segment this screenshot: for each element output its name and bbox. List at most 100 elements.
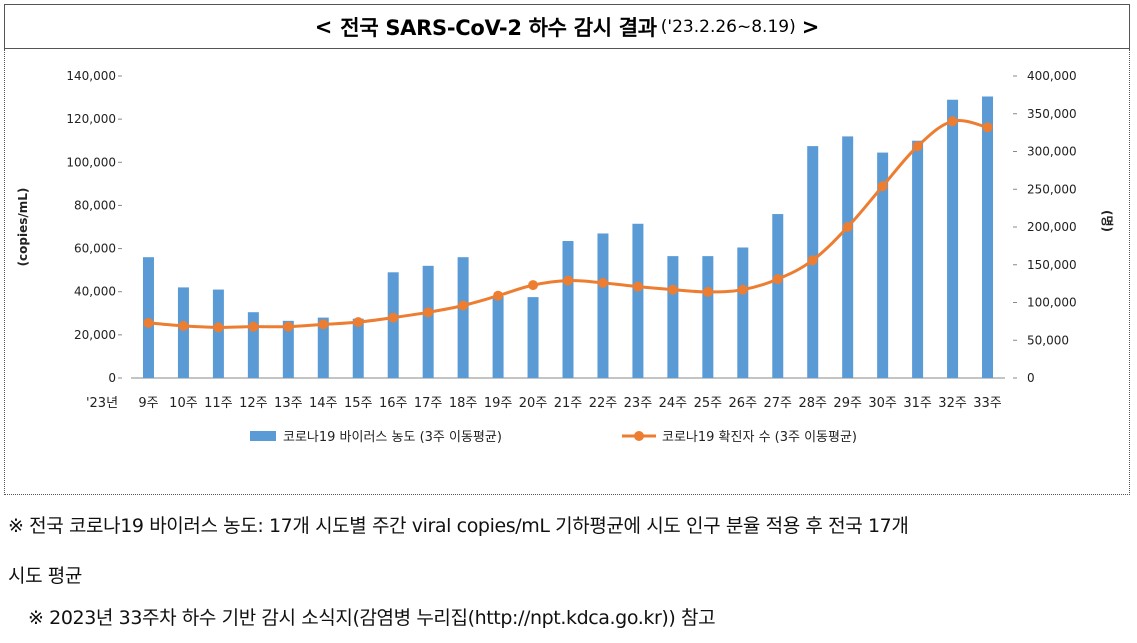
bar-23주 bbox=[632, 223, 644, 378]
x-tick-label: 10주 bbox=[169, 396, 198, 411]
line-point-11주 bbox=[213, 322, 224, 333]
x-tick-label: 13주 bbox=[274, 396, 303, 411]
y-right-tick-label: 350,000 bbox=[1027, 107, 1077, 121]
line-point-20주 bbox=[528, 280, 539, 291]
y-right-tick-label: 200,000 bbox=[1027, 220, 1077, 234]
x-tick-label: 21주 bbox=[554, 396, 583, 411]
bar-17주 bbox=[422, 265, 434, 378]
legend-bar-label: 코로나19 바이러스 농도 (3주 이동평균) bbox=[283, 430, 502, 445]
x-tick-label: 12주 bbox=[239, 396, 268, 411]
line-point-14주 bbox=[318, 319, 329, 330]
line-point-15주 bbox=[353, 317, 364, 328]
line-point-27주 bbox=[772, 274, 783, 285]
y-right-tick-label: 100,000 bbox=[1027, 296, 1077, 310]
y-left-tick-label: 120,000 bbox=[66, 112, 116, 126]
x-tick-label: 30주 bbox=[868, 396, 897, 411]
x-tick-label: 9주 bbox=[138, 396, 158, 411]
x-tick-label: 25주 bbox=[694, 396, 723, 411]
bar-16주 bbox=[387, 272, 399, 378]
bar-20주 bbox=[527, 297, 539, 378]
y-left-tick-label: 140,000 bbox=[66, 69, 116, 83]
y-right-tick-label: 400,000 bbox=[1027, 69, 1077, 83]
line-point-9주 bbox=[143, 317, 154, 328]
bar-33주 bbox=[982, 96, 994, 378]
chart-date-range: ('23.2.26~8.19) bbox=[660, 16, 796, 37]
x-tick-label: 22주 bbox=[589, 396, 618, 411]
bar-29주 bbox=[842, 136, 854, 378]
y-right-tick-label: 0 bbox=[1027, 371, 1035, 385]
bar-19주 bbox=[492, 296, 504, 378]
x-year-label: '23년 bbox=[86, 396, 118, 411]
bar-21주 bbox=[562, 241, 574, 378]
x-tick-label: 14주 bbox=[309, 396, 338, 411]
line-point-23주 bbox=[632, 281, 643, 292]
line-point-12주 bbox=[248, 321, 259, 332]
x-tick-label: 17주 bbox=[414, 396, 443, 411]
line-point-29주 bbox=[842, 222, 853, 232]
y-left-tick-label: 0 bbox=[108, 371, 116, 385]
bar-30주 bbox=[877, 152, 889, 378]
bar-31주 bbox=[912, 140, 924, 378]
y-right-tick-label: 50,000 bbox=[1027, 333, 1069, 347]
footnote-concentration: ※ 전국 코로나19 바이러스 농도: 17개 시도별 주간 viral cop… bbox=[8, 515, 909, 537]
line-point-25주 bbox=[702, 286, 713, 297]
chart-title: 전국 SARS-CoV-2 하수 감시 결과 bbox=[340, 15, 657, 40]
x-tick-label: 27주 bbox=[764, 396, 793, 411]
legend-line-marker bbox=[634, 431, 644, 441]
line-point-26주 bbox=[737, 284, 748, 295]
line-point-28주 bbox=[807, 255, 818, 266]
y-left-tick-label: 100,000 bbox=[66, 155, 116, 169]
x-tick-label: 16주 bbox=[379, 396, 408, 411]
line-point-17주 bbox=[423, 307, 434, 318]
y-right-tick-label: 300,000 bbox=[1027, 145, 1077, 159]
y-left-axis-title: (copies/mL) bbox=[16, 188, 30, 267]
bar-15주 bbox=[352, 318, 364, 378]
line-point-24주 bbox=[667, 284, 678, 295]
bar-9주 bbox=[142, 257, 154, 378]
x-tick-label: 31주 bbox=[903, 396, 932, 411]
x-tick-label: 26주 bbox=[729, 396, 758, 411]
x-tick-label: 18주 bbox=[449, 396, 478, 411]
y-left-tick-label: 20,000 bbox=[74, 328, 116, 342]
bar-14주 bbox=[317, 317, 329, 378]
bar-25주 bbox=[702, 256, 714, 378]
legend-line-label: 코로나19 확진자 수 (3주 이동평균) bbox=[662, 430, 857, 445]
bar-32주 bbox=[947, 99, 959, 378]
x-tick-label: 19주 bbox=[484, 396, 513, 411]
y-right-tick-label: 150,000 bbox=[1027, 258, 1077, 272]
footnote-source: ※ 2023년 33주차 하수 기반 감시 소식지(감염병 누리집(http:/… bbox=[28, 607, 716, 629]
y-left-tick-label: 40,000 bbox=[74, 285, 116, 299]
bar-13주 bbox=[282, 320, 294, 378]
x-tick-label: 28주 bbox=[798, 396, 827, 411]
line-point-18주 bbox=[458, 300, 469, 311]
title-close-bracket: > bbox=[801, 14, 820, 39]
bar-27주 bbox=[772, 214, 784, 378]
chart-container: 0 20,000 40,000 60,000 80,000 100,000 120,000 1… bbox=[4, 49, 1130, 495]
bar-10주 bbox=[177, 287, 189, 378]
line-point-22주 bbox=[597, 277, 608, 288]
x-tick-label: 11주 bbox=[204, 396, 233, 411]
line-point-32주 bbox=[947, 116, 958, 127]
bar-18주 bbox=[457, 257, 469, 378]
line-point-30주 bbox=[877, 181, 888, 192]
bar-26주 bbox=[737, 247, 749, 378]
y-right-tick-label: 250,000 bbox=[1027, 182, 1077, 196]
line-point-13주 bbox=[283, 321, 294, 332]
x-tick-label: 20주 bbox=[519, 396, 548, 411]
title-open-bracket: < bbox=[314, 14, 333, 39]
combo-chart: 0 20,000 40,000 60,000 80,000 100,000 120,000 1… bbox=[16, 69, 1114, 445]
bar-22주 bbox=[597, 233, 609, 378]
line-point-10주 bbox=[178, 320, 189, 331]
bar-24주 bbox=[667, 256, 679, 378]
line-point-31주 bbox=[912, 141, 923, 152]
footnote-concentration-cont: 시도 평균 bbox=[8, 565, 82, 587]
x-tick-label: 15주 bbox=[344, 396, 373, 411]
x-tick-label: 29주 bbox=[833, 396, 862, 411]
y-left-tick-label: 80,000 bbox=[74, 198, 116, 212]
legend-bar-swatch bbox=[250, 431, 276, 441]
bar-12주 bbox=[247, 312, 259, 378]
x-tick-label: 24주 bbox=[659, 396, 688, 411]
bar-11주 bbox=[212, 289, 224, 378]
chart-title-box: < 전국 SARS-CoV-2 하수 감시 결과 ('23.2.26~8.19)… bbox=[4, 4, 1130, 49]
y-right-axis-title: (명) bbox=[1100, 210, 1114, 232]
